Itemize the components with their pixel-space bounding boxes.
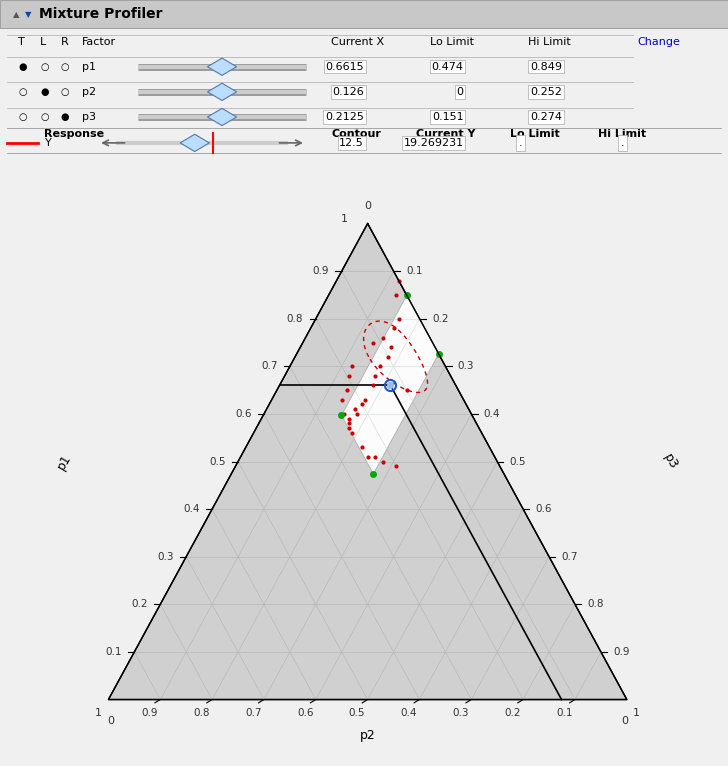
- Text: 0.9: 0.9: [313, 266, 329, 276]
- Text: 0.1: 0.1: [406, 266, 422, 276]
- Polygon shape: [207, 58, 237, 75]
- Text: 0.5: 0.5: [209, 457, 226, 466]
- Text: 0.6: 0.6: [235, 409, 251, 419]
- Text: .: .: [621, 138, 624, 148]
- Text: p2: p2: [82, 87, 95, 97]
- Text: 0.5: 0.5: [510, 457, 526, 466]
- Text: 0.3: 0.3: [453, 709, 469, 719]
- Text: 0.9: 0.9: [141, 709, 158, 719]
- Text: ○: ○: [40, 62, 49, 72]
- Text: p1: p1: [55, 451, 74, 472]
- Text: ●: ●: [40, 87, 49, 97]
- Text: 1: 1: [341, 214, 348, 224]
- Text: 0.8: 0.8: [587, 599, 604, 609]
- Text: 0.2: 0.2: [131, 599, 148, 609]
- Text: 0.849: 0.849: [530, 62, 562, 72]
- Text: 0.2: 0.2: [505, 709, 521, 719]
- Text: 0.5: 0.5: [349, 709, 365, 719]
- Text: T: T: [18, 37, 25, 47]
- Text: 0.2125: 0.2125: [325, 112, 364, 122]
- Text: 0.4: 0.4: [484, 409, 500, 419]
- Text: 0.6: 0.6: [297, 709, 314, 719]
- Text: 0.8: 0.8: [287, 314, 304, 324]
- Text: 0.151: 0.151: [432, 112, 464, 122]
- Text: 0: 0: [108, 716, 114, 726]
- Text: .: .: [519, 138, 522, 148]
- Text: 0.126: 0.126: [332, 87, 364, 97]
- Text: 12.5: 12.5: [339, 138, 364, 148]
- Polygon shape: [181, 134, 210, 152]
- Text: Change: Change: [637, 37, 680, 47]
- Text: ●: ●: [18, 62, 27, 72]
- Text: 0.6615: 0.6615: [325, 62, 364, 72]
- Text: ▼: ▼: [25, 10, 31, 18]
- Text: 0: 0: [364, 201, 371, 211]
- Text: 0.3: 0.3: [157, 552, 174, 561]
- Text: 0.7: 0.7: [245, 709, 261, 719]
- Text: Mixture Profiler: Mixture Profiler: [39, 7, 162, 21]
- Text: ○: ○: [60, 87, 69, 97]
- Polygon shape: [341, 296, 439, 474]
- Text: p3: p3: [661, 451, 681, 472]
- Text: Y: Y: [45, 138, 52, 148]
- Text: 0.2: 0.2: [432, 314, 448, 324]
- Polygon shape: [207, 108, 237, 126]
- Text: ●: ●: [60, 112, 69, 122]
- Text: ○: ○: [18, 112, 27, 122]
- Text: ○: ○: [40, 112, 49, 122]
- Text: L: L: [40, 37, 47, 47]
- Polygon shape: [108, 224, 627, 699]
- Text: 19.269231: 19.269231: [403, 138, 464, 148]
- FancyBboxPatch shape: [0, 0, 728, 28]
- Text: 0.8: 0.8: [194, 709, 210, 719]
- Text: Hi Limit: Hi Limit: [528, 37, 571, 47]
- Text: 0.4: 0.4: [400, 709, 417, 719]
- Text: 0: 0: [621, 716, 628, 726]
- Text: 0.9: 0.9: [614, 647, 630, 657]
- Text: Factor: Factor: [82, 37, 116, 47]
- Text: 0.252: 0.252: [530, 87, 562, 97]
- Text: ▲: ▲: [13, 10, 20, 18]
- Text: 1: 1: [95, 708, 102, 718]
- Polygon shape: [207, 83, 237, 100]
- Text: Lo Limit: Lo Limit: [430, 37, 473, 47]
- Text: p2: p2: [360, 728, 376, 741]
- Text: p3: p3: [82, 112, 95, 122]
- Text: Response: Response: [44, 129, 104, 139]
- Text: 0.6: 0.6: [536, 504, 552, 514]
- Text: 0.7: 0.7: [561, 552, 578, 561]
- Text: 0.7: 0.7: [261, 362, 277, 372]
- Text: 0.4: 0.4: [183, 504, 199, 514]
- Text: 0.3: 0.3: [458, 362, 475, 372]
- Text: 1: 1: [633, 708, 640, 718]
- Text: Lo Limit: Lo Limit: [510, 129, 559, 139]
- Text: Hi Limit: Hi Limit: [598, 129, 646, 139]
- Text: ○: ○: [60, 62, 69, 72]
- Text: 0.474: 0.474: [432, 62, 464, 72]
- Text: p1: p1: [82, 62, 95, 72]
- Text: 0: 0: [456, 87, 464, 97]
- Text: R: R: [60, 37, 68, 47]
- Text: 0.1: 0.1: [556, 709, 573, 719]
- Text: Contour: Contour: [331, 129, 381, 139]
- Text: 0.274: 0.274: [530, 112, 562, 122]
- Text: 0.1: 0.1: [106, 647, 122, 657]
- Text: Current Y: Current Y: [416, 129, 476, 139]
- Text: Current X: Current X: [331, 37, 384, 47]
- Text: ○: ○: [18, 87, 27, 97]
